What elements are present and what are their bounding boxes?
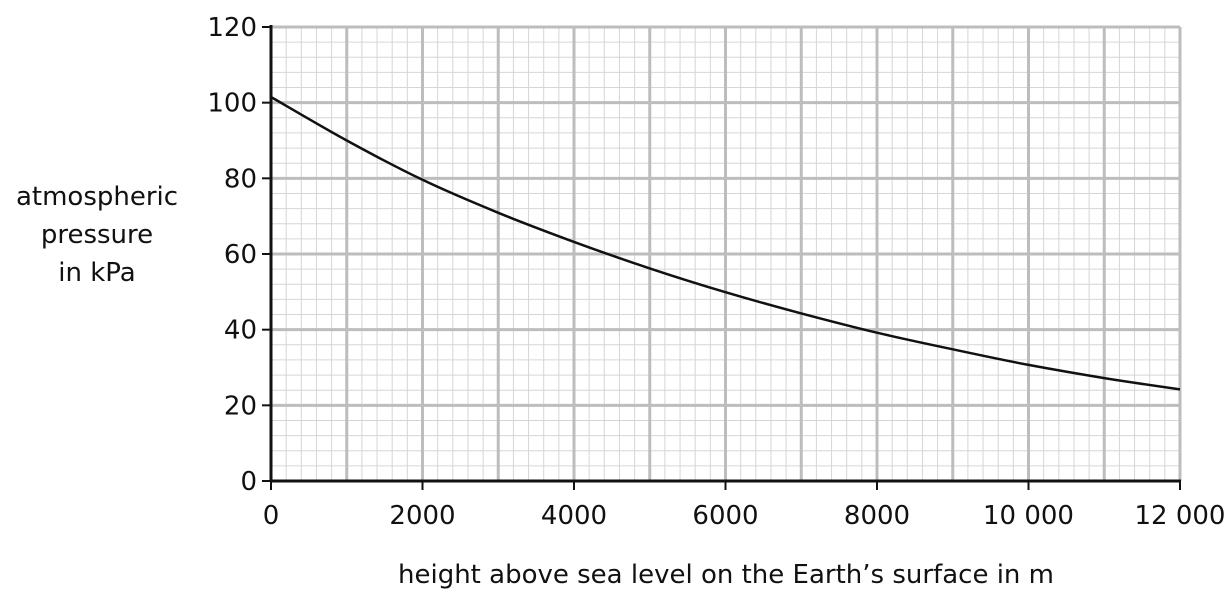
x-tick-label: 8000 [844, 501, 910, 531]
y-tick-label: 80 [224, 164, 257, 194]
tick-labels: 0 20 40 60 80 100 120 0 2000 4000 6000 8000 10 000 12… [207, 13, 1225, 531]
y-tick-label: 100 [207, 89, 257, 119]
y-tick-label: 0 [240, 467, 257, 497]
y-tick-label: 40 [224, 316, 257, 346]
x-tick-label: 10 000 [983, 501, 1074, 531]
pressure-curve [270, 95, 1181, 391]
x-axis-label: height above sea level on the Earth’s su… [398, 560, 1054, 590]
x-tick-label: 0 [263, 501, 280, 531]
y-tick-label: 20 [224, 391, 257, 421]
axis-ticks [262, 26, 1181, 490]
y-tick-label: 120 [207, 13, 257, 43]
x-tick-label: 12 000 [1135, 501, 1226, 531]
y-axis-label-line2: pressure [41, 220, 153, 250]
x-tick-label: 4000 [541, 501, 607, 531]
x-tick-label: 6000 [692, 501, 758, 531]
series-layer [270, 95, 1181, 391]
y-axis-label-line1: atmospheric [16, 182, 178, 212]
x-tick-label: 2000 [389, 501, 455, 531]
y-tick-label: 60 [224, 240, 257, 270]
y-axis-label-line3: in kPa [58, 258, 135, 288]
